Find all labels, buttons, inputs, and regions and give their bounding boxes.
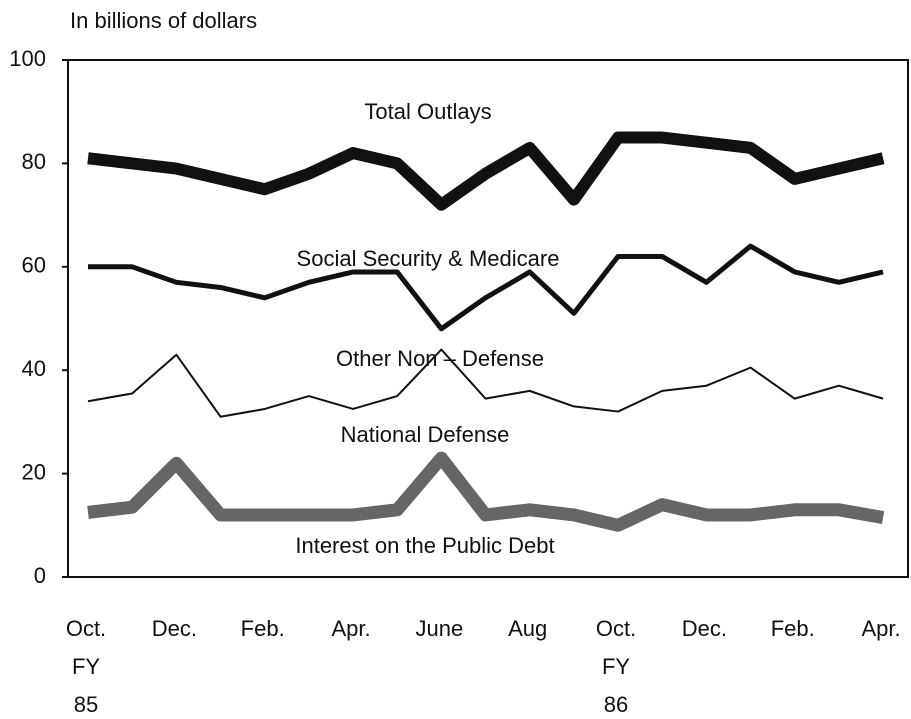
- x-tick-label: Dec.: [682, 616, 727, 641]
- x-tick-label: Feb.: [241, 616, 285, 641]
- series-line: [87, 348, 884, 418]
- y-axis-label: In billions of dollars: [70, 8, 257, 33]
- y-tick-label: 100: [9, 46, 46, 71]
- x-tick-label: Aug: [508, 616, 547, 641]
- x-tick-label: Apr.: [861, 616, 900, 641]
- x-tick-label: June: [416, 616, 464, 641]
- series-label: Social Security & Medicare: [297, 246, 560, 271]
- x-tick-label: Oct.: [66, 616, 106, 641]
- x-tick-label: Dec.: [152, 616, 197, 641]
- series-line: [87, 131, 885, 211]
- series-label: National Defense: [341, 422, 510, 447]
- series-label: Other Non – Defense: [336, 346, 544, 371]
- x-tick-label: Feb.: [771, 616, 815, 641]
- y-tick-label: 60: [22, 253, 46, 278]
- x-tick-label: 85: [74, 692, 98, 717]
- y-tick-label: 40: [22, 356, 46, 381]
- y-tick-label: 0: [34, 563, 46, 588]
- x-tick-label: FY: [602, 654, 630, 679]
- y-tick-label: 20: [22, 459, 46, 484]
- annotation: Interest on the Public Debt: [295, 533, 554, 558]
- x-tick-label: 86: [604, 692, 628, 717]
- x-tick-label: Oct.: [596, 616, 636, 641]
- x-tick-label: FY: [72, 654, 100, 679]
- series-line: [88, 243, 884, 332]
- x-tick-label: Apr.: [331, 616, 370, 641]
- series-label: Total Outlays: [364, 99, 491, 124]
- y-tick-label: 80: [22, 149, 46, 174]
- plot-frame: [67, 59, 909, 578]
- series-line: [87, 451, 885, 532]
